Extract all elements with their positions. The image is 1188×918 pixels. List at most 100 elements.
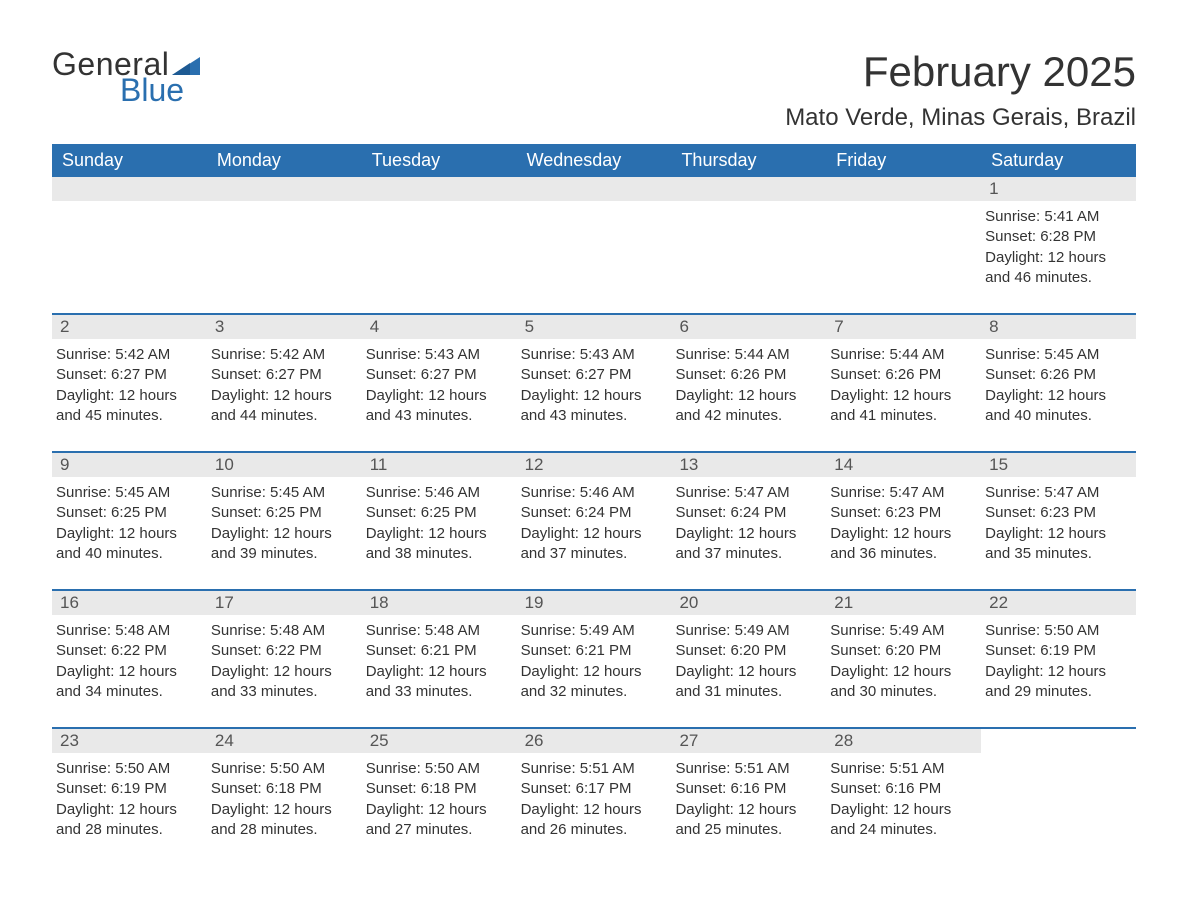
day-sunset: Sunset: 6:22 PM xyxy=(211,641,354,661)
day-daylight1: Daylight: 12 hours xyxy=(56,800,199,820)
day-data: Sunrise: 5:45 AMSunset: 6:25 PMDaylight:… xyxy=(52,477,207,564)
day-data: Sunrise: 5:46 AMSunset: 6:24 PMDaylight:… xyxy=(517,477,672,564)
calendar-cell: 19Sunrise: 5:49 AMSunset: 6:21 PMDayligh… xyxy=(517,591,672,709)
day-sunrise: Sunrise: 5:48 AM xyxy=(56,621,199,641)
day-daylight1: Daylight: 12 hours xyxy=(521,800,664,820)
day-sunset: Sunset: 6:24 PM xyxy=(675,503,818,523)
week-row: 2Sunrise: 5:42 AMSunset: 6:27 PMDaylight… xyxy=(52,313,1136,433)
day-number xyxy=(362,177,517,201)
day-sunrise: Sunrise: 5:49 AM xyxy=(521,621,664,641)
day-data: Sunrise: 5:48 AMSunset: 6:22 PMDaylight:… xyxy=(52,615,207,702)
day-sunset: Sunset: 6:21 PM xyxy=(521,641,664,661)
day-daylight2: and 34 minutes. xyxy=(56,682,199,702)
day-daylight1: Daylight: 12 hours xyxy=(675,386,818,406)
calendar-cell: 26Sunrise: 5:51 AMSunset: 6:17 PMDayligh… xyxy=(517,729,672,847)
day-sunset: Sunset: 6:18 PM xyxy=(211,779,354,799)
day-daylight2: and 46 minutes. xyxy=(985,268,1128,288)
day-daylight1: Daylight: 12 hours xyxy=(675,524,818,544)
day-sunset: Sunset: 6:19 PM xyxy=(56,779,199,799)
day-number: 16 xyxy=(52,591,207,615)
day-sunset: Sunset: 6:21 PM xyxy=(366,641,509,661)
day-daylight1: Daylight: 12 hours xyxy=(211,524,354,544)
day-daylight1: Daylight: 12 hours xyxy=(366,662,509,682)
day-header: Saturday xyxy=(981,144,1136,177)
day-number: 10 xyxy=(207,453,362,477)
day-number xyxy=(52,177,207,201)
day-data: Sunrise: 5:50 AMSunset: 6:18 PMDaylight:… xyxy=(362,753,517,840)
day-sunrise: Sunrise: 5:49 AM xyxy=(675,621,818,641)
day-sunset: Sunset: 6:27 PM xyxy=(56,365,199,385)
day-number: 9 xyxy=(52,453,207,477)
day-daylight2: and 44 minutes. xyxy=(211,406,354,426)
day-sunset: Sunset: 6:20 PM xyxy=(830,641,973,661)
day-sunrise: Sunrise: 5:51 AM xyxy=(830,759,973,779)
day-sunrise: Sunrise: 5:44 AM xyxy=(675,345,818,365)
day-sunrise: Sunrise: 5:48 AM xyxy=(211,621,354,641)
week-row: 1Sunrise: 5:41 AMSunset: 6:28 PMDaylight… xyxy=(52,177,1136,295)
day-sunrise: Sunrise: 5:42 AM xyxy=(56,345,199,365)
day-number: 25 xyxy=(362,729,517,753)
calendar-cell: 20Sunrise: 5:49 AMSunset: 6:20 PMDayligh… xyxy=(671,591,826,709)
day-number xyxy=(826,177,981,201)
day-sunrise: Sunrise: 5:51 AM xyxy=(521,759,664,779)
day-sunrise: Sunrise: 5:46 AM xyxy=(366,483,509,503)
calendar-cell: 22Sunrise: 5:50 AMSunset: 6:19 PMDayligh… xyxy=(981,591,1136,709)
day-number: 2 xyxy=(52,315,207,339)
calendar-cell xyxy=(207,177,362,295)
day-sunset: Sunset: 6:23 PM xyxy=(985,503,1128,523)
day-sunrise: Sunrise: 5:47 AM xyxy=(830,483,973,503)
day-daylight1: Daylight: 12 hours xyxy=(830,386,973,406)
day-daylight1: Daylight: 12 hours xyxy=(211,386,354,406)
day-data: Sunrise: 5:50 AMSunset: 6:18 PMDaylight:… xyxy=(207,753,362,840)
day-data: Sunrise: 5:50 AMSunset: 6:19 PMDaylight:… xyxy=(52,753,207,840)
calendar-cell xyxy=(517,177,672,295)
day-daylight1: Daylight: 12 hours xyxy=(985,524,1128,544)
day-sunset: Sunset: 6:26 PM xyxy=(985,365,1128,385)
day-data: Sunrise: 5:51 AMSunset: 6:17 PMDaylight:… xyxy=(517,753,672,840)
day-sunset: Sunset: 6:22 PM xyxy=(56,641,199,661)
day-sunrise: Sunrise: 5:43 AM xyxy=(366,345,509,365)
day-number: 27 xyxy=(671,729,826,753)
day-daylight2: and 45 minutes. xyxy=(56,406,199,426)
day-daylight1: Daylight: 12 hours xyxy=(675,662,818,682)
calendar-cell: 5Sunrise: 5:43 AMSunset: 6:27 PMDaylight… xyxy=(517,315,672,433)
day-sunrise: Sunrise: 5:50 AM xyxy=(56,759,199,779)
day-daylight2: and 24 minutes. xyxy=(830,820,973,840)
calendar-cell xyxy=(52,177,207,295)
day-sunrise: Sunrise: 5:45 AM xyxy=(211,483,354,503)
day-sunrise: Sunrise: 5:43 AM xyxy=(521,345,664,365)
day-daylight2: and 37 minutes. xyxy=(675,544,818,564)
day-daylight1: Daylight: 12 hours xyxy=(985,662,1128,682)
day-data: Sunrise: 5:44 AMSunset: 6:26 PMDaylight:… xyxy=(671,339,826,426)
day-sunset: Sunset: 6:24 PM xyxy=(521,503,664,523)
calendar-cell: 23Sunrise: 5:50 AMSunset: 6:19 PMDayligh… xyxy=(52,729,207,847)
day-data: Sunrise: 5:42 AMSunset: 6:27 PMDaylight:… xyxy=(52,339,207,426)
day-number: 7 xyxy=(826,315,981,339)
day-sunrise: Sunrise: 5:49 AM xyxy=(830,621,973,641)
calendar-cell: 12Sunrise: 5:46 AMSunset: 6:24 PMDayligh… xyxy=(517,453,672,571)
day-daylight2: and 25 minutes. xyxy=(675,820,818,840)
day-number xyxy=(517,177,672,201)
day-number: 28 xyxy=(826,729,981,753)
calendar-cell xyxy=(826,177,981,295)
calendar-cell: 3Sunrise: 5:42 AMSunset: 6:27 PMDaylight… xyxy=(207,315,362,433)
day-number: 19 xyxy=(517,591,672,615)
logo-text-blue: Blue xyxy=(120,74,200,106)
day-sunset: Sunset: 6:16 PM xyxy=(830,779,973,799)
title-block: February 2025 Mato Verde, Minas Gerais, … xyxy=(785,48,1136,132)
day-header: Wednesday xyxy=(517,144,672,177)
day-header: Tuesday xyxy=(362,144,517,177)
day-data: Sunrise: 5:48 AMSunset: 6:22 PMDaylight:… xyxy=(207,615,362,702)
day-number xyxy=(981,729,1136,753)
calendar-cell: 17Sunrise: 5:48 AMSunset: 6:22 PMDayligh… xyxy=(207,591,362,709)
day-daylight1: Daylight: 12 hours xyxy=(830,524,973,544)
day-sunset: Sunset: 6:26 PM xyxy=(675,365,818,385)
day-header: Monday xyxy=(207,144,362,177)
weeks-container: 1Sunrise: 5:41 AMSunset: 6:28 PMDaylight… xyxy=(52,177,1136,847)
day-sunrise: Sunrise: 5:44 AM xyxy=(830,345,973,365)
week-row: 23Sunrise: 5:50 AMSunset: 6:19 PMDayligh… xyxy=(52,727,1136,847)
day-sunset: Sunset: 6:23 PM xyxy=(830,503,973,523)
day-data: Sunrise: 5:48 AMSunset: 6:21 PMDaylight:… xyxy=(362,615,517,702)
day-daylight2: and 29 minutes. xyxy=(985,682,1128,702)
day-sunset: Sunset: 6:20 PM xyxy=(675,641,818,661)
